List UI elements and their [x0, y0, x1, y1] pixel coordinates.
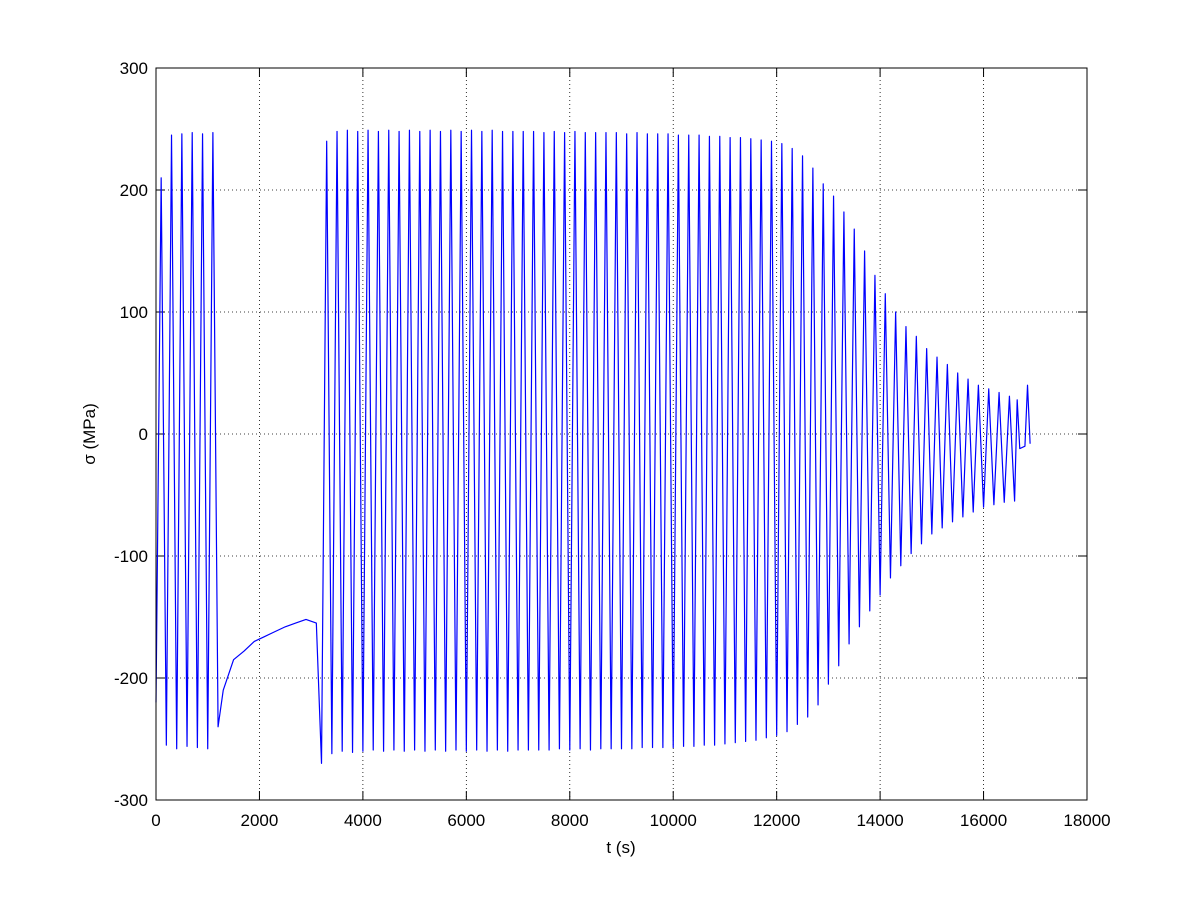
- y-tick-label: -100: [114, 547, 148, 566]
- x-tick-label: 12000: [753, 811, 800, 830]
- y-tick-label: -200: [114, 669, 148, 688]
- plot-frame: [155, 67, 1088, 801]
- x-axis-label: t (s): [606, 838, 635, 857]
- x-tick-label: 2000: [241, 811, 279, 830]
- x-tick-label: 0: [151, 811, 160, 830]
- y-tick-label: 0: [139, 425, 148, 444]
- x-tick-label: 14000: [856, 811, 903, 830]
- y-tick-label: -300: [114, 791, 148, 810]
- x-tick-label: 16000: [960, 811, 1007, 830]
- y-tick-label: 100: [120, 303, 148, 322]
- y-tick-label: 300: [120, 59, 148, 78]
- x-tick-label: 4000: [344, 811, 382, 830]
- x-tick-label: 8000: [551, 811, 589, 830]
- x-tick-label: 10000: [650, 811, 697, 830]
- x-tick-label: 18000: [1063, 811, 1110, 830]
- y-tick-label: 200: [120, 181, 148, 200]
- y-axis-label: σ (MPa): [80, 403, 99, 465]
- x-tick-label: 6000: [447, 811, 485, 830]
- data-line: [155, 129, 1031, 764]
